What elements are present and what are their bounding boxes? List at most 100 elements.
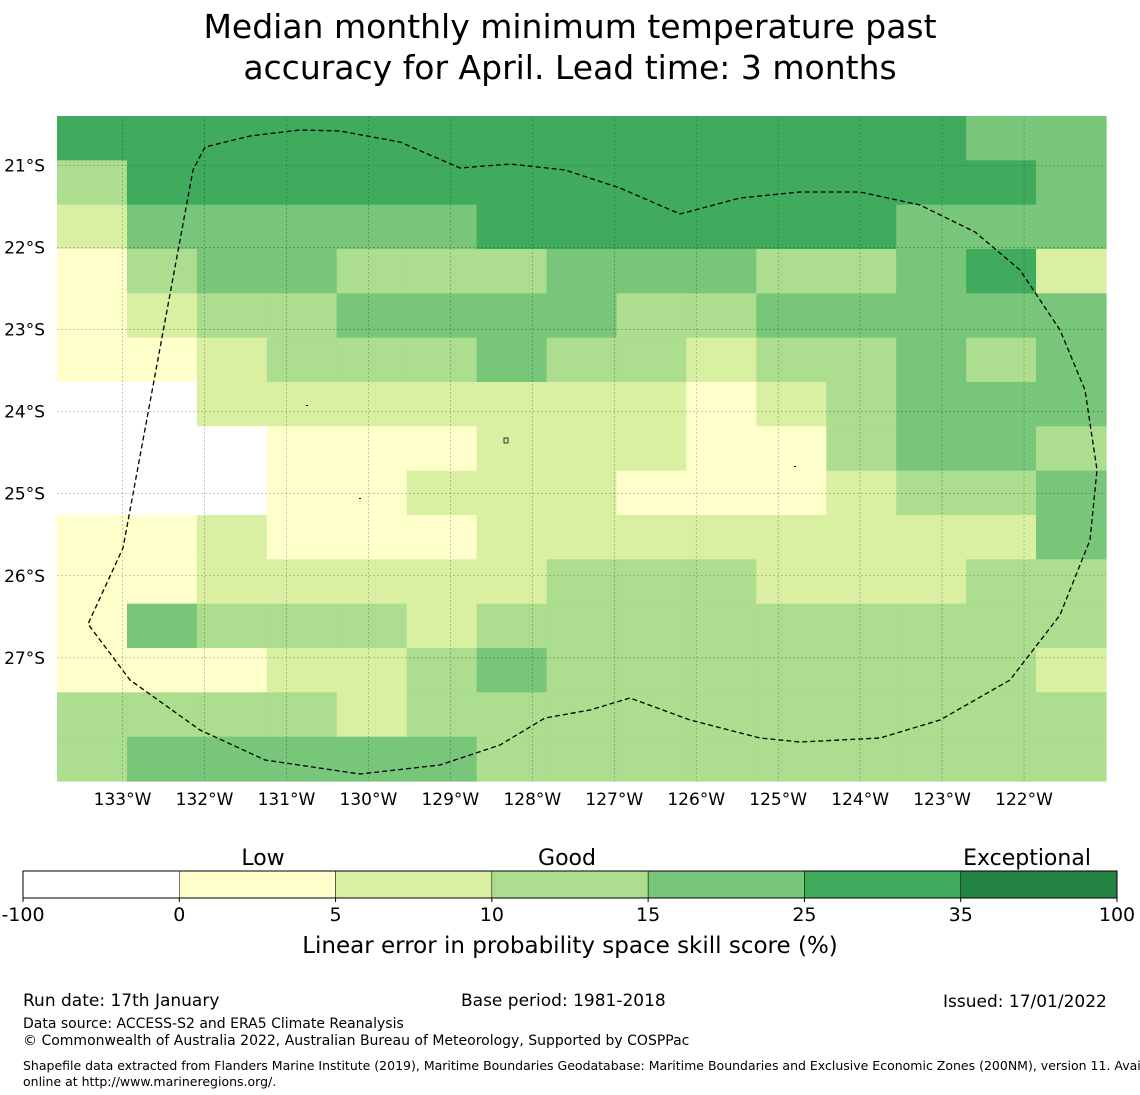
grid-cell [966,426,1037,472]
grid-cell [616,337,687,383]
grid-cell [896,736,967,782]
longitude-label: 122°W [995,790,1053,810]
colorbar-tick-label: 15 [636,904,660,926]
grid-cell [406,116,478,161]
colorbar-boxes [22,870,1118,899]
latitude-label: 25°S [4,485,45,505]
grid-cell [336,249,408,294]
grid-cell [896,116,967,161]
grid-cell [826,470,897,516]
grid-cell [616,648,687,693]
grid-cell [196,515,268,560]
grid-cell [966,648,1037,693]
grid-cell [686,515,757,560]
title-line-2: accuracy for April. Lead time: 3 months [243,48,897,87]
copyright: © Commonwealth of Australia 2022, Austra… [23,1033,690,1049]
longitude-label: 124°W [831,790,889,810]
grid-cell [126,204,198,250]
grid-cell [196,470,268,516]
grid-cell [896,293,967,339]
grid-cell [1036,648,1107,693]
grid-cell [196,559,268,605]
grid-cell [266,204,338,250]
grid-cell [686,426,757,472]
grid-cell [1036,293,1107,339]
grid-cell [616,603,687,649]
grid-cell [756,204,827,250]
grid-cell [826,116,897,161]
grid-cell [826,736,897,782]
grid-cell [896,559,967,605]
grid-cell [476,648,548,693]
grid-cell [196,293,268,339]
grid-cell [616,736,687,782]
grid-cell [1036,337,1107,383]
grid-cell [476,116,548,161]
grid-cell [966,470,1037,516]
grid-cell [126,426,198,472]
grid-cell [406,293,478,339]
grid-cell [266,293,338,339]
grid-cell [336,736,408,782]
grid-cell [476,337,548,383]
grid-cell [686,293,757,339]
grid-cell [266,382,338,427]
grid-cell [1036,470,1107,516]
grid-cell [966,515,1037,560]
grid-cell [476,692,548,738]
grid-cell [196,382,268,427]
grid-cell [616,692,687,738]
grid-cell [896,603,967,649]
grid-cell [126,293,198,339]
colorbar-tick-label: 25 [792,904,816,926]
grid-cell [196,648,268,693]
latitude-labels: 21°S 22°S 23°S 24°S 25°S 26°S 27°S [4,156,45,669]
grid-cell [126,736,198,782]
grid-cell [616,160,687,206]
grid-cell [126,470,198,516]
chart-title: Median monthly minimum temperature past … [0,6,1140,88]
colorbar-box [491,870,649,899]
legend-exceptional-label: Exceptional [963,846,1091,871]
grid-cell [1036,204,1107,250]
grid-cell [196,337,268,383]
grid-cell [756,692,827,738]
grid-cell [266,426,338,472]
grid-cell [476,559,548,605]
grid-cell [546,736,618,782]
grid-cell [546,515,618,560]
grid-cell [826,382,897,427]
colorbar-tick-label: -100 [1,904,44,926]
data-source: Data source: ACCESS-S2 and ERA5 Climate … [23,1016,404,1032]
grid-cell [406,249,478,294]
grid-cell [686,382,757,427]
grid-cell [266,603,338,649]
grid-cell [756,160,827,206]
grid-cell [826,692,897,738]
grid-cell [476,515,548,560]
grid-cell [756,116,827,161]
longitude-label: 126°W [667,790,725,810]
grid-cell [1036,382,1107,427]
grid-cell [1036,515,1107,560]
grid-cell [336,426,408,472]
grid-cell [406,337,478,383]
grid-cell [756,426,827,472]
colorbar-box [960,870,1118,899]
skill-grid [57,116,1107,782]
colorbar-title: Linear error in probability space skill … [302,933,838,959]
grid-cell [616,426,687,472]
legend-good-label: Good [538,846,596,871]
grid-cell [686,559,757,605]
grid-cell [266,515,338,560]
grid-cell [826,337,897,383]
grid-cell [57,337,128,383]
grid-cell [126,160,198,206]
latitude-label: 26°S [4,567,45,587]
grid-cell [336,648,408,693]
grid-cell [266,648,338,693]
grid-cell [756,293,827,339]
grid-cell [476,736,548,782]
grid-cell [126,337,198,383]
grid-cell [826,204,897,250]
